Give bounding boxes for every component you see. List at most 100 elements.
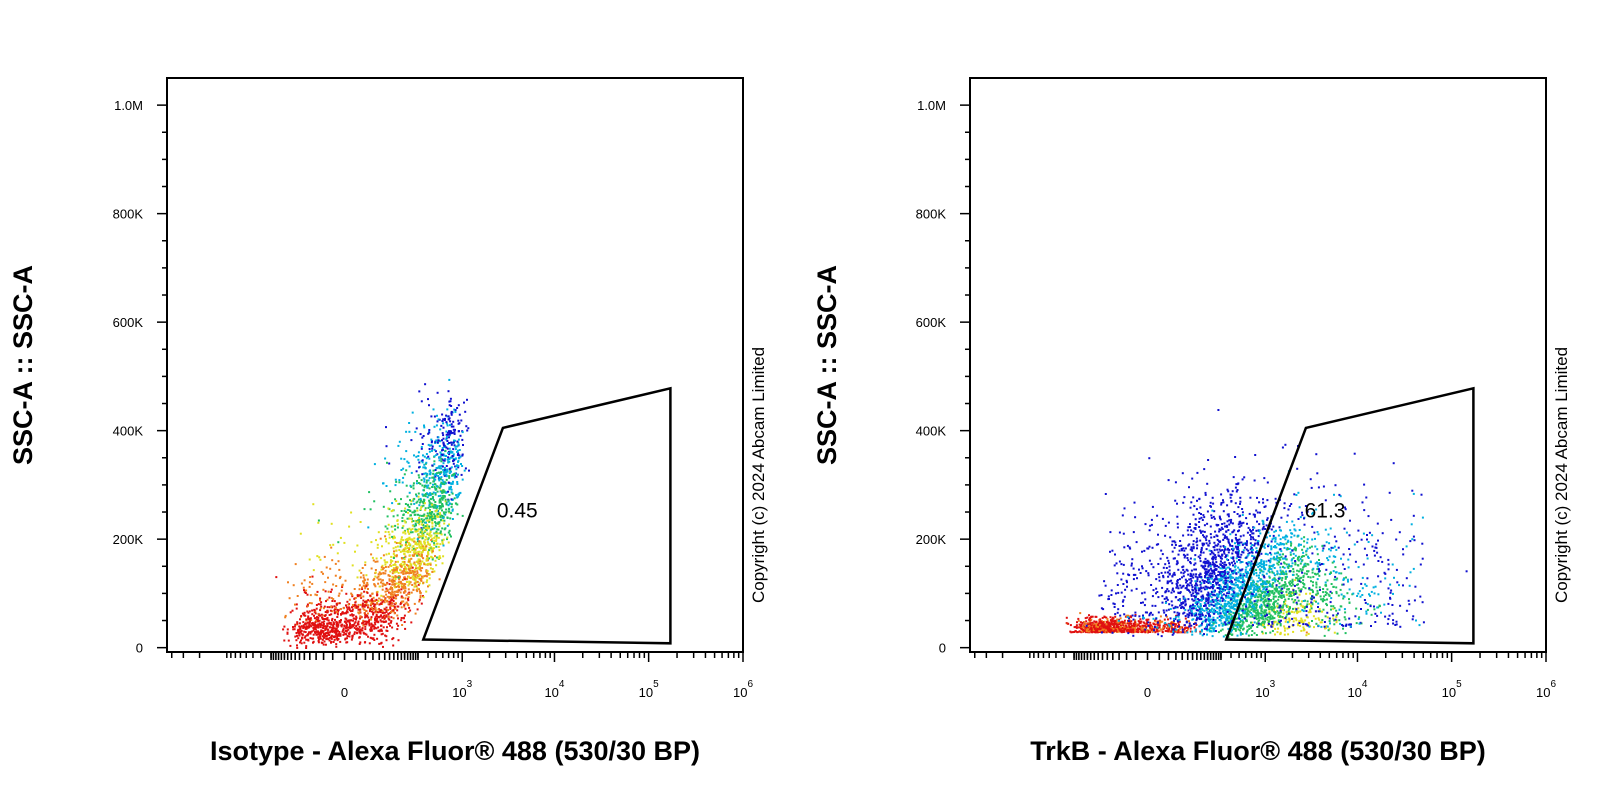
event-dot	[438, 505, 441, 507]
event-dot	[407, 509, 410, 511]
event-dot	[340, 625, 343, 628]
event-dot	[1283, 629, 1286, 632]
event-dot	[424, 538, 427, 541]
event-dot	[359, 608, 362, 611]
event-dot	[302, 586, 305, 589]
event-dot	[452, 448, 455, 451]
event-dot	[1195, 586, 1198, 589]
event-dot	[1146, 620, 1149, 623]
event-dot	[1221, 607, 1224, 610]
event-dot	[1074, 630, 1077, 633]
event-dot	[1210, 577, 1213, 580]
event-dot	[373, 583, 376, 586]
event-dot	[1144, 624, 1147, 627]
event-dot	[418, 598, 421, 601]
event-dot	[1209, 600, 1212, 603]
event-dot	[446, 408, 449, 411]
event-dot	[1238, 538, 1241, 541]
event-dot	[1339, 588, 1342, 591]
event-dot	[330, 637, 333, 640]
event-dot	[428, 532, 431, 535]
event-dot	[409, 569, 411, 572]
event-dot	[1305, 549, 1308, 552]
event-dot	[422, 504, 425, 507]
event-dot	[1279, 542, 1282, 544]
event-dot	[1118, 628, 1121, 631]
event-dot	[1176, 502, 1178, 505]
event-dot	[385, 553, 388, 556]
event-dot	[358, 610, 361, 613]
event-dot	[387, 523, 390, 526]
event-dot	[412, 551, 415, 554]
event-dot	[323, 555, 326, 558]
event-dot	[444, 527, 447, 530]
event-dot	[313, 614, 315, 617]
event-dot	[456, 445, 459, 448]
event-dot	[328, 596, 331, 599]
event-dot	[413, 454, 415, 457]
event-dot	[299, 532, 302, 535]
event-dot	[434, 478, 437, 481]
event-dot	[415, 495, 418, 498]
event-dot	[397, 581, 400, 584]
event-dot	[420, 400, 423, 403]
event-dot	[453, 433, 456, 435]
event-dot	[384, 620, 387, 623]
event-dot	[1296, 558, 1299, 561]
event-dot	[1119, 630, 1121, 633]
event-dot	[354, 601, 357, 604]
event-dot	[426, 541, 429, 544]
event-dot	[1324, 499, 1327, 502]
event-dot	[422, 581, 425, 584]
event-dot	[424, 383, 427, 386]
event-dot	[376, 594, 378, 597]
event-dot	[350, 511, 353, 514]
event-dot	[1126, 630, 1129, 633]
event-dot	[1117, 591, 1120, 594]
event-dot	[374, 585, 377, 588]
event-dot	[317, 636, 320, 639]
event-dot	[1274, 578, 1277, 581]
event-dot	[401, 544, 404, 547]
event-dot	[374, 569, 377, 571]
event-dot	[1173, 630, 1176, 632]
event-dot	[1309, 608, 1312, 611]
event-dot	[1167, 626, 1170, 629]
event-dot	[287, 639, 290, 642]
event-dot	[355, 618, 357, 621]
event-dot	[1188, 620, 1190, 623]
event-dot	[351, 593, 354, 596]
event-dot	[1195, 607, 1197, 610]
event-dot	[1235, 557, 1238, 560]
event-dot	[309, 624, 312, 627]
event-dot	[1286, 541, 1289, 543]
event-dot	[1328, 542, 1331, 545]
event-dot	[382, 621, 385, 624]
event-dot	[399, 603, 402, 606]
event-dot	[283, 625, 286, 628]
gate-polygon[interactable]	[421, 386, 672, 645]
event-dot	[1250, 560, 1253, 563]
event-dot	[1155, 592, 1157, 595]
event-dot	[322, 623, 325, 625]
event-dot	[1221, 572, 1224, 575]
event-dot	[1090, 629, 1093, 632]
event-dot	[1151, 627, 1154, 630]
event-dot	[429, 497, 432, 500]
event-dot	[1168, 569, 1171, 572]
event-dot	[374, 619, 377, 621]
event-dot	[336, 636, 339, 639]
event-dot	[434, 515, 436, 518]
event-dot	[398, 578, 401, 581]
event-dot	[349, 610, 352, 613]
event-dot	[1128, 625, 1131, 628]
event-dot	[1250, 597, 1253, 600]
event-dot	[305, 647, 308, 649]
event-dot	[318, 556, 321, 559]
event-dot	[1287, 567, 1290, 569]
event-dot	[351, 624, 354, 627]
event-dot	[1157, 626, 1160, 629]
event-dot	[1283, 507, 1286, 510]
event-dot	[418, 588, 420, 591]
event-dot	[1128, 624, 1131, 627]
